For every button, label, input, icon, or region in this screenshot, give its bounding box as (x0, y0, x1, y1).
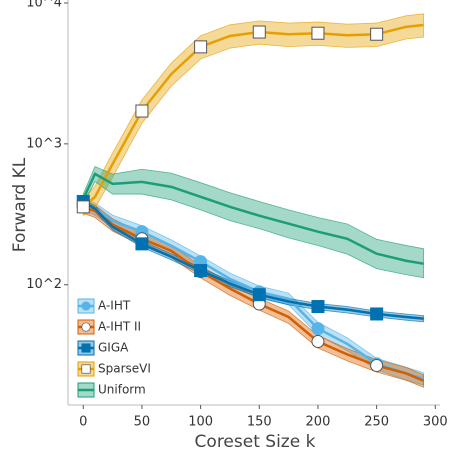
x-tick-label: 100 (188, 415, 213, 430)
marker (370, 359, 384, 373)
marker (194, 264, 208, 278)
legend-item: Uniform (77, 382, 146, 398)
marker (370, 307, 384, 321)
marker (252, 25, 266, 39)
y-axis-label: Forward KL (10, 157, 30, 252)
marker (311, 322, 325, 336)
legend-marker (81, 301, 91, 311)
legend-item: GIGA (77, 340, 129, 356)
band (82, 166, 424, 279)
legend-item: A-IHT II (77, 319, 141, 335)
legend-item: A-IHT (77, 298, 131, 314)
marker (252, 288, 266, 302)
x-tick-label: 200 (306, 415, 331, 430)
x-tick-label: 0 (79, 415, 87, 430)
y-tick-label: 10^4 (26, 0, 62, 10)
legend-label: GIGA (98, 341, 129, 355)
legend-label: SparseVI (98, 362, 151, 376)
marker (311, 335, 325, 349)
legend-item: SparseVI (77, 361, 151, 377)
band (82, 13, 424, 217)
x-tick-label: 300 (423, 415, 448, 430)
x-tick-label: 50 (134, 415, 151, 430)
x-axis-label: Coreset Size k (195, 432, 316, 452)
y-tick-label: 10^3 (26, 136, 62, 151)
y-tick-label: 10^2 (26, 277, 62, 292)
band (82, 197, 424, 323)
marker (370, 27, 384, 41)
marker (311, 300, 325, 314)
marker (135, 237, 149, 251)
marker (311, 26, 325, 40)
legend-label: A-IHT II (98, 320, 141, 334)
legend-marker (81, 364, 91, 374)
marker (135, 104, 149, 118)
legend-marker (81, 322, 91, 332)
marker (76, 200, 90, 214)
x-tick-label: 150 (247, 415, 272, 430)
legend-label: Uniform (98, 383, 146, 397)
line (82, 172, 424, 265)
legend-label: A-IHT (98, 299, 131, 313)
x-tick-label: 250 (364, 415, 389, 430)
legend-marker (81, 343, 91, 353)
marker (194, 40, 208, 54)
